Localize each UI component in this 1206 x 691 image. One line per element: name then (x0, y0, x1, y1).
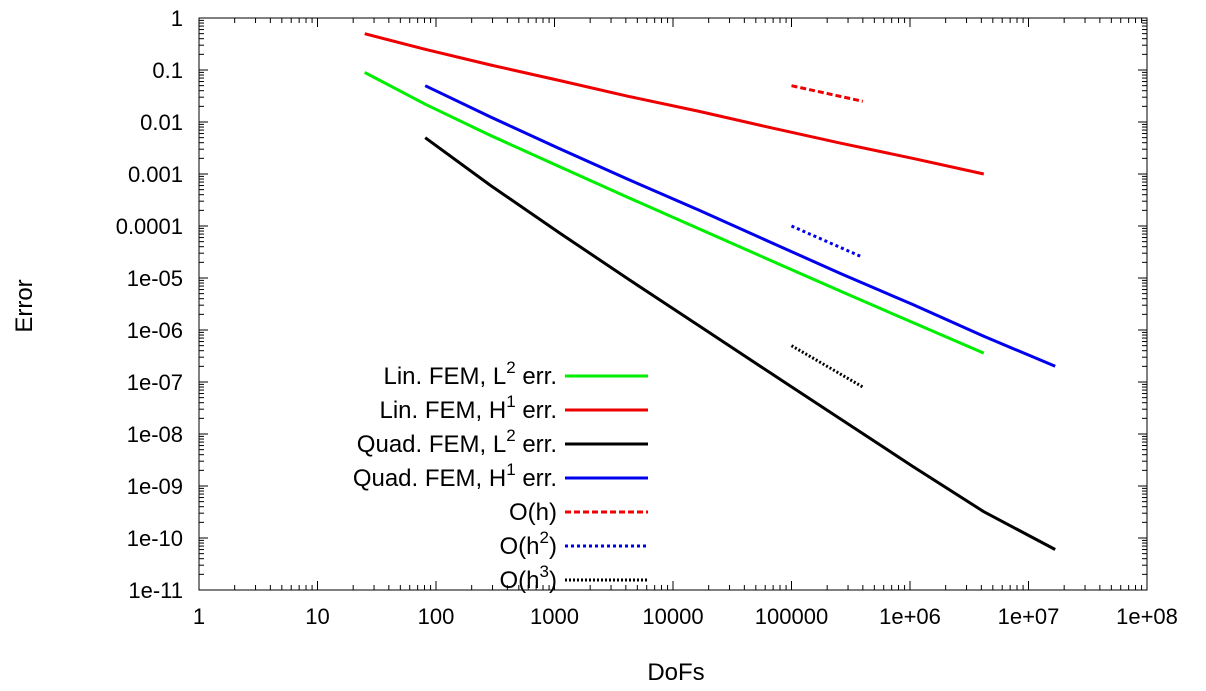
y-tick-label: 1e-07 (127, 370, 183, 395)
series-line-3 (424, 84, 1056, 368)
y-axis-ticks: 1 0.1 0.01 0.001 0.0001 1e-05 1e-06 1e-07 1e-08 1… (116, 6, 1147, 603)
legend-label-6: O(h3) (500, 562, 557, 594)
x-tick-label: 1000 (530, 604, 579, 629)
series-line-1 (364, 32, 985, 176)
x-axis-ticks: 1 10 100 1000 10000 100000 1e+06 1e+07 1e+08 (193, 18, 1178, 629)
y-tick-label: 1e-08 (127, 422, 183, 447)
series-layer (364, 32, 1056, 551)
series-line-4 (791, 84, 864, 103)
y-tick-label: 0.01 (140, 110, 183, 135)
plot-area (198, 17, 1148, 591)
series-line-5 (790, 224, 864, 259)
y-axis-title: Error (11, 279, 38, 332)
legend-label-4: O(h) (509, 499, 557, 526)
legend: Lin. FEM, L2 err.Lin. FEM, H1 err.Quad. … (353, 358, 648, 594)
series-line-6 (790, 344, 864, 389)
x-tick-label: 100 (418, 604, 455, 629)
legend-label-3: Quad. FEM, H1 err. (353, 460, 557, 492)
y-tick-label: 1 (171, 6, 183, 31)
x-tick-label: 1e+07 (998, 604, 1060, 629)
legend-label-1: Lin. FEM, H1 err. (379, 392, 557, 424)
x-tick-label: 1e+06 (879, 604, 941, 629)
plot-frame (198, 17, 1148, 591)
legend-label-5: O(h2) (500, 528, 557, 560)
series-line-2 (424, 136, 1056, 551)
x-tick-label: 10 (305, 604, 329, 629)
y-tick-label: 0.1 (152, 58, 183, 83)
y-tick-label: 1e-06 (127, 318, 183, 343)
legend-label-2: Quad. FEM, L2 err. (357, 426, 557, 458)
y-tick-label: 1e-05 (127, 266, 183, 291)
y-tick-label: 0.0001 (116, 214, 183, 239)
x-tick-label: 1e+08 (1116, 604, 1178, 629)
y-tick-label: 1e-09 (127, 474, 183, 499)
series-line-0 (364, 71, 985, 355)
y-tick-label: 1e-10 (127, 526, 183, 551)
x-tick-label: 100000 (755, 604, 828, 629)
legend-label-0: Lin. FEM, L2 err. (383, 358, 557, 390)
x-tick-label: 1 (193, 604, 205, 629)
x-tick-label: 10000 (642, 604, 703, 629)
x-axis-title: DoFs (647, 659, 704, 686)
y-tick-label: 0.001 (128, 162, 183, 187)
y-tick-label: 1e-11 (128, 578, 183, 603)
